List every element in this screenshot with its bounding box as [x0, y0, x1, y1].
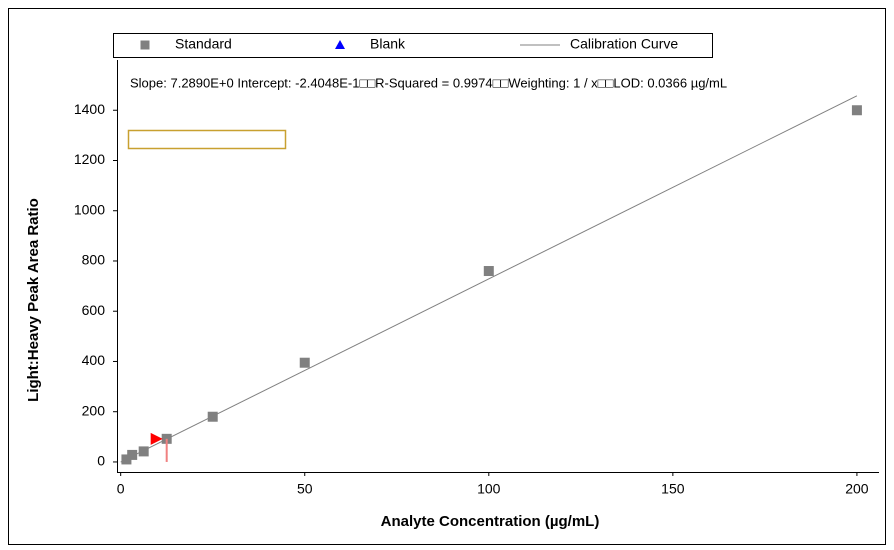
x-tick-label: 50	[297, 481, 313, 497]
annotation: Slope: 7.2890E+0 Intercept: -2.4048E-1□□…	[130, 75, 727, 90]
legend	[113, 33, 713, 58]
x-tick-label: 150	[661, 481, 685, 497]
point	[138, 446, 149, 457]
y-tick-label: 1000	[74, 201, 105, 217]
y-tick-label: 600	[82, 302, 106, 318]
y-tick-label: 1400	[74, 101, 105, 117]
legend-label: Calibration Curve	[570, 36, 678, 52]
y-tick-label: 800	[82, 252, 106, 268]
legend-label: Standard	[175, 36, 232, 52]
y-tick-label: 200	[82, 402, 106, 418]
x-tick-label: 100	[477, 481, 501, 497]
y-axis-label: Light:Heavy Peak Area Ratio	[25, 198, 42, 402]
selected-pointer	[150, 432, 163, 445]
x-tick-label: 0	[117, 481, 125, 497]
y-tick-label: 1200	[74, 151, 105, 167]
legend-marker	[335, 40, 345, 49]
highlight-box	[127, 129, 287, 150]
point	[483, 266, 494, 277]
point	[121, 454, 132, 465]
x-axis-label: Analyte Concentration (µg/mL)	[381, 513, 600, 530]
point	[207, 411, 218, 422]
y-tick-label: 0	[97, 453, 105, 469]
point	[127, 449, 138, 460]
y-tick-label: 400	[82, 352, 106, 368]
x-tick-label: 200	[845, 481, 869, 497]
plot-area	[120, 95, 862, 465]
point	[299, 357, 310, 368]
point	[851, 105, 862, 116]
legend-marker	[140, 40, 150, 50]
legend-label: Blank	[370, 36, 406, 52]
calibration-line	[120, 95, 858, 463]
